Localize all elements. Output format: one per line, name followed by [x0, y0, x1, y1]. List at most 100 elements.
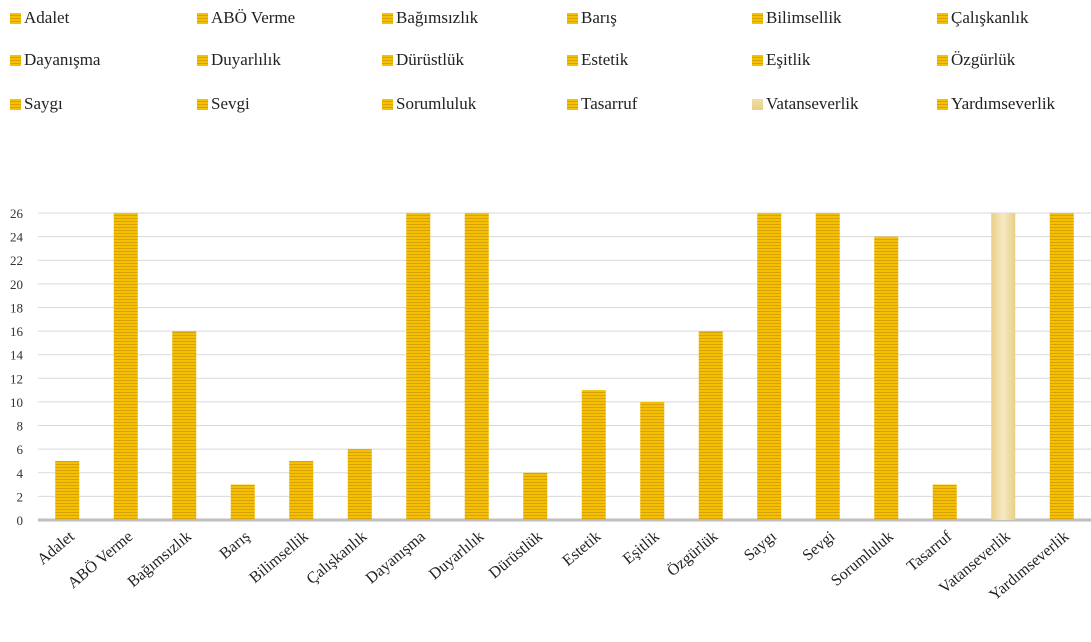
- legend-swatch: [567, 54, 578, 66]
- y-tick-label: 22: [10, 253, 23, 268]
- bar-tasarruf: [932, 484, 957, 520]
- x-tick-label: Saygı: [741, 528, 780, 565]
- legend-item-estetik: Estetik: [567, 48, 628, 72]
- y-tick-label: 8: [17, 419, 24, 434]
- bar-estetik: [581, 390, 606, 520]
- y-tick-label: 12: [10, 371, 23, 386]
- legend-item-saygi: Saygı: [10, 92, 63, 116]
- bar-yardimseverlik: [1049, 213, 1074, 520]
- legend-swatch: [197, 12, 208, 24]
- legend-label: Bilimsellik: [766, 8, 842, 27]
- legend-label: Çalışkanlık: [951, 8, 1029, 27]
- legend-label: Yardımseverlik: [951, 94, 1056, 113]
- legend-swatch: [567, 12, 578, 24]
- bar-dayanisma: [406, 213, 431, 520]
- bar-bagimsizlik: [172, 331, 197, 520]
- legend-swatch: [382, 12, 393, 24]
- bar-esitlik: [640, 401, 665, 520]
- x-tick-label: Bilimsellik: [246, 528, 311, 587]
- legend-swatch: [567, 98, 578, 110]
- y-tick-label: 4: [17, 466, 24, 481]
- legend-item-durustluk: Dürüstlük: [382, 48, 464, 72]
- legend-label: Sevgi: [211, 94, 250, 113]
- x-tick-label: Estetik: [559, 528, 604, 570]
- y-tick-label: 0: [17, 513, 24, 528]
- y-tick-label: 2: [17, 489, 24, 504]
- bar-sevgi: [815, 213, 840, 520]
- legend-swatch: [197, 98, 208, 110]
- legend-item-caliskanlik: Çalışkanlık: [937, 6, 1028, 30]
- bar-vatanseverlik: [991, 213, 1016, 520]
- chart-legend: Adalet ABÖ Verme Bağımsızlık Barış Bilimsell…: [10, 0, 1091, 130]
- legend-item-vatanseverlik: Vatanseverlik: [752, 92, 859, 116]
- legend-label: Saygı: [24, 94, 63, 113]
- bar-saygi: [757, 213, 782, 520]
- legend-swatch: [382, 98, 393, 110]
- legend-label: Bağımsızlık: [396, 8, 479, 27]
- legend-item-tasarruf: Tasarruf: [567, 92, 637, 116]
- legend-swatch: [937, 54, 948, 66]
- legend-item-sorumluluk: Sorumluluk: [382, 92, 476, 116]
- bar-adalet: [55, 460, 80, 520]
- x-tick-label: Eşitlik: [620, 528, 663, 568]
- legend-swatch: [752, 12, 763, 24]
- legend-swatch: [10, 54, 21, 66]
- bar-ozgurluk: [698, 331, 723, 520]
- legend-label: Dürüstlük: [396, 50, 464, 69]
- legend-label: Eşitlik: [766, 50, 811, 69]
- legend-item-yardimseverlik: Yardımseverlik: [937, 92, 1055, 116]
- legend-swatch: [937, 98, 948, 110]
- legend-label: Özgürlük: [951, 50, 1016, 69]
- x-tick-label: Tasarruf: [904, 528, 956, 576]
- x-tick-label: Adalet: [34, 528, 78, 569]
- x-tick-label: Duyarlılık: [426, 528, 487, 583]
- y-tick-label: 26: [10, 206, 24, 221]
- legend-swatch: [197, 54, 208, 66]
- legend-item-dayanisma: Dayanışma: [10, 48, 100, 72]
- bar-baris: [230, 484, 255, 520]
- legend-item-esitlik: Eşitlik: [752, 48, 810, 72]
- y-tick-label: 16: [10, 324, 24, 339]
- legend-label: Adalet: [24, 8, 70, 27]
- y-tick-label: 14: [10, 348, 24, 363]
- legend-swatch: [752, 98, 763, 110]
- x-tick-label: Sorumluluk: [828, 528, 897, 590]
- y-tick-label: 18: [10, 300, 23, 315]
- x-tick-label: ABÖ Verme: [64, 527, 136, 592]
- y-tick-label: 6: [17, 442, 24, 457]
- legend-label: Sorumluluk: [396, 94, 477, 113]
- x-tick-label: Barış: [217, 528, 254, 563]
- y-tick-label: 20: [10, 277, 23, 292]
- bar-caliskanlik: [347, 449, 372, 520]
- x-tick-label: Sevgi: [799, 528, 838, 565]
- x-tick-label: Dürüstlük: [486, 528, 546, 582]
- legend-item-abo-verme: ABÖ Verme: [197, 6, 295, 30]
- legend-item-sevgi: Sevgi: [197, 92, 250, 116]
- legend-label: Vatanseverlik: [766, 94, 859, 113]
- legend-item-ozgurluk: Özgürlük: [937, 48, 1015, 72]
- legend-item-adalet: Adalet: [10, 6, 69, 30]
- legend-swatch: [752, 54, 763, 66]
- legend-item-bagimsizlik: Bağımsızlık: [382, 6, 478, 30]
- legend-item-duyarlilik: Duyarlılık: [197, 48, 281, 72]
- x-tick-label: Bağımsızlık: [125, 528, 195, 591]
- legend-label: Duyarlılık: [211, 50, 281, 69]
- legend-label: ABÖ Verme: [211, 8, 296, 27]
- legend-swatch: [10, 98, 21, 110]
- bar-sorumluluk: [874, 236, 899, 520]
- legend-swatch: [10, 12, 21, 24]
- legend-label: Tasarruf: [581, 94, 638, 113]
- legend-label: Dayanışma: [24, 50, 101, 69]
- y-tick-label: 24: [10, 230, 24, 245]
- bar-bilimsellik: [289, 460, 314, 520]
- x-tick-label: Çalışkanlık: [304, 528, 371, 588]
- legend-item-bilimsellik: Bilimsellik: [752, 6, 842, 30]
- legend-swatch: [382, 54, 393, 66]
- bar-abo-verme: [113, 213, 138, 520]
- x-tick-label: Özgürlük: [663, 527, 721, 580]
- bar-duyarlilik: [464, 213, 489, 520]
- x-tick-label: Dayanışma: [363, 528, 429, 587]
- legend-swatch: [937, 12, 948, 24]
- legend-item-baris: Barış: [567, 6, 617, 30]
